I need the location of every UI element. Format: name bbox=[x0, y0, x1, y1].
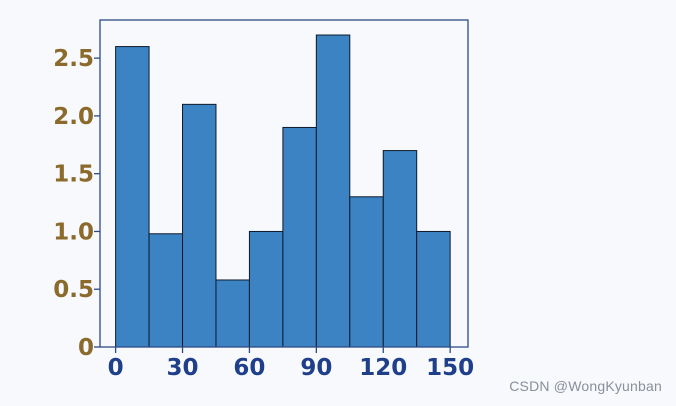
plot-frame bbox=[99, 19, 469, 348]
watermark-text: CSDN @WongKyunban bbox=[509, 378, 662, 394]
histogram-bar-1 bbox=[148, 233, 184, 348]
x-tick-label-4: 120 bbox=[359, 355, 407, 381]
x-tick-label-3: 90 bbox=[300, 355, 332, 381]
histogram-bar-3 bbox=[215, 279, 250, 348]
histogram-bar-5 bbox=[282, 126, 317, 348]
histogram-bar-4 bbox=[248, 230, 284, 348]
x-tick-label-5: 150 bbox=[426, 355, 474, 381]
histogram-bar-7 bbox=[349, 196, 384, 348]
y-tick-label-4: 2.0 bbox=[53, 104, 94, 130]
histogram-bar-2 bbox=[182, 103, 217, 348]
histogram-bar-9 bbox=[416, 230, 451, 348]
histogram-bar-0 bbox=[115, 46, 150, 348]
x-tick-label-2: 60 bbox=[233, 355, 265, 381]
bars-group bbox=[115, 34, 451, 348]
x-axis: 0 30 60 90 120 150 bbox=[108, 347, 474, 381]
y-tick-label-2: 1.0 bbox=[53, 219, 94, 245]
y-tick-label-0: 0 bbox=[78, 335, 94, 361]
y-tick-label-5: 2.5 bbox=[53, 46, 94, 72]
y-axis: 0 0.5 1.0 1.5 2.0 2.5 bbox=[53, 46, 100, 361]
x-tick-label-0: 0 bbox=[108, 355, 124, 381]
histogram-bar-8 bbox=[382, 150, 418, 348]
histogram-bar-6 bbox=[315, 34, 351, 348]
y-tick-label-1: 0.5 bbox=[53, 277, 94, 303]
x-tick-label-1: 30 bbox=[167, 355, 199, 381]
y-tick-label-3: 1.5 bbox=[53, 162, 94, 188]
